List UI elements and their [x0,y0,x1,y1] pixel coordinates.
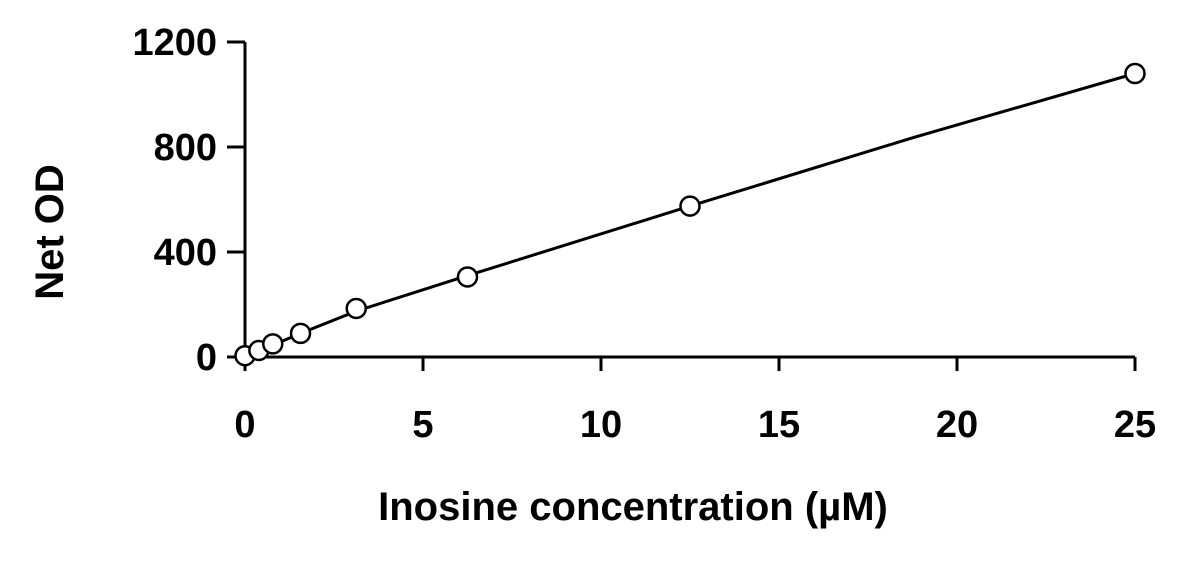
data-point [262,333,284,355]
y-tick-label: 400 [154,232,217,274]
y-axis-ticks: 0 400 800 1200 [132,22,245,379]
data-point [345,297,367,320]
y-axis-title: Net OD [28,164,72,300]
x-tick-label: 10 [580,404,622,446]
x-tick-label: 5 [412,404,433,446]
y-tick-label: 800 [154,127,217,169]
x-axis-ticks: 0 5 10 15 20 25 [234,357,1156,446]
x-tick-label: 15 [758,404,800,446]
x-axis-title: Inosine concentration (µM) [378,485,888,529]
data-point [456,266,479,288]
x-tick-label: 25 [1114,404,1156,446]
axes [243,42,1135,367]
y-tick-label: 1200 [132,22,217,64]
x-tick-label: 20 [936,404,978,446]
data-point [1124,62,1146,85]
x-tick-label: 0 [234,404,255,446]
data-point [289,322,312,345]
y-tick-label: 0 [196,337,217,379]
data-point [679,195,701,217]
data-points [234,62,1146,367]
